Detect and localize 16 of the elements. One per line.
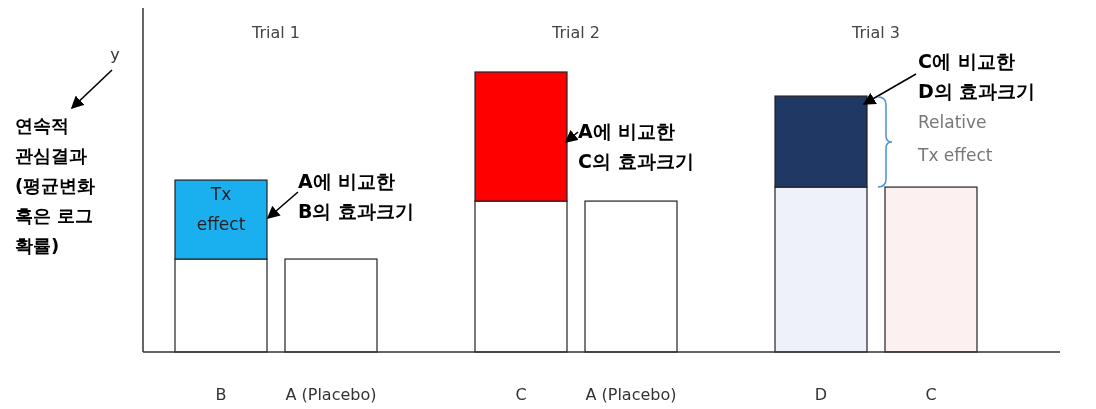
- annotation: C에 비교한 D의 효과크기: [918, 50, 1036, 102]
- text: Trial 2: [551, 23, 600, 42]
- x-tick-label: C: [515, 385, 527, 404]
- annotation: A에 비교한 B의 효과크기: [298, 170, 415, 222]
- annotation: Tx effect: [196, 184, 246, 234]
- x-tick-label: A (Placebo): [285, 385, 377, 404]
- x-tick-label: D: [814, 385, 828, 404]
- text: Trial 3: [851, 23, 900, 42]
- annotation: Relative Tx effect: [917, 112, 993, 165]
- x-tick-label: B: [215, 385, 227, 404]
- text: Trial 1: [251, 23, 300, 42]
- text: y: [110, 45, 120, 64]
- x-tick-label: A (Placebo): [585, 385, 677, 404]
- annotation: A에 비교한 C의 효과크기: [578, 120, 694, 172]
- y-axis-title: 연속적 관심결과 (평균변화 혹은 로그 확률): [15, 115, 96, 256]
- x-tick-label: C: [925, 385, 937, 404]
